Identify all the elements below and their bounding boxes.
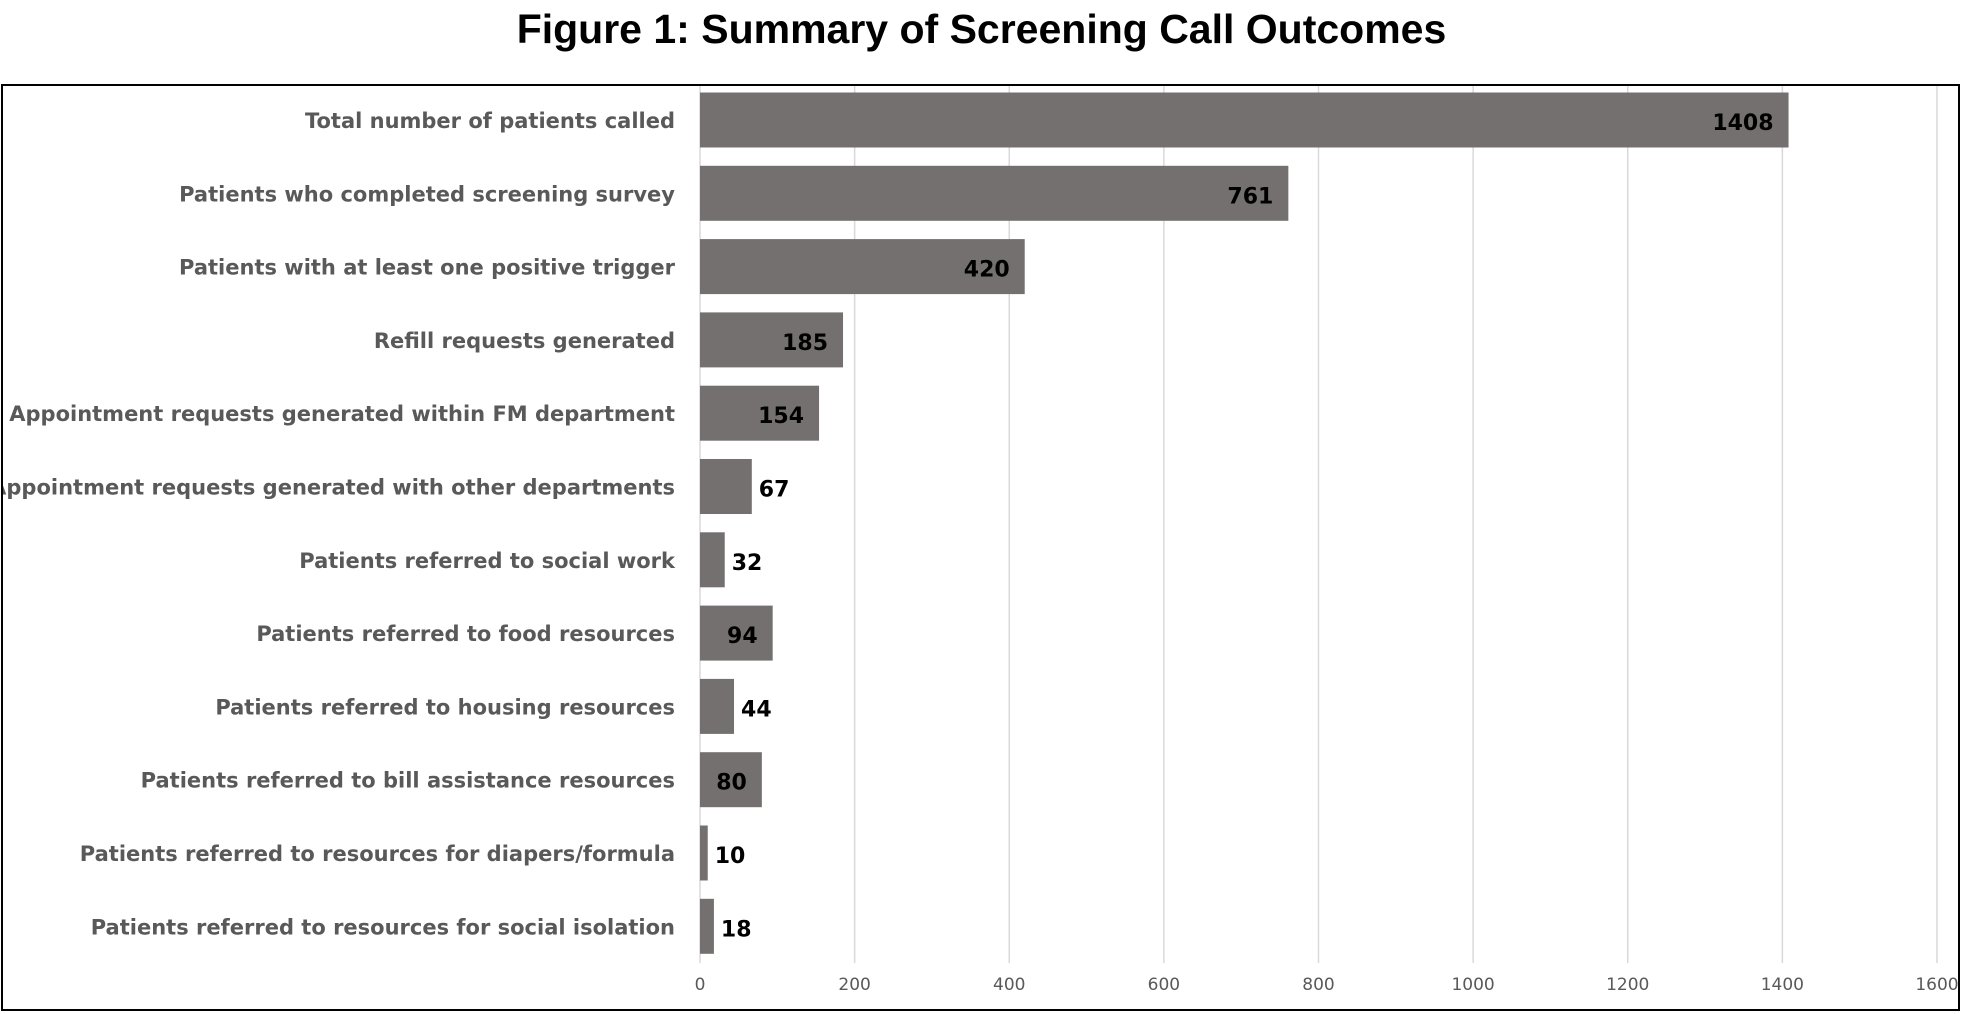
x-tick-label: 800 (1302, 975, 1334, 995)
bar (700, 678, 735, 734)
bar (700, 239, 1025, 295)
bar (700, 312, 844, 368)
x-tick-label: 600 (1148, 975, 1180, 995)
data-label: 32 (732, 551, 763, 576)
data-label: 420 (964, 258, 1010, 283)
gridlines (699, 86, 1938, 963)
chart-frame: 1408 761 420 185 154 67 32 94 44 80 10 18 Total num… (1, 84, 1960, 1011)
bar (700, 532, 725, 588)
x-tick-label: 0 (695, 975, 706, 995)
category-label: Patients referred to social work (299, 549, 676, 573)
bar (700, 459, 752, 514)
value-labels: 1408 761 420 185 154 67 32 94 44 80 10 18 (715, 111, 1774, 942)
x-tick-label: 1000 (1451, 975, 1494, 995)
data-label: 154 (758, 404, 804, 429)
data-label: 94 (727, 624, 758, 649)
bar (700, 605, 773, 661)
data-label: 67 (759, 478, 790, 503)
data-label: 1408 (1712, 111, 1773, 136)
x-tick-label: 1400 (1761, 975, 1804, 995)
bar (700, 825, 708, 881)
category-label: Patients referred to bill assistance res… (141, 769, 675, 793)
bar (700, 165, 1289, 221)
category-label: Appointment requests generated with othe… (3, 476, 675, 500)
category-label: Patients referred to resources for diape… (80, 842, 675, 866)
data-label: 80 (716, 771, 747, 796)
x-tick-label: 200 (838, 975, 870, 995)
data-label: 185 (782, 331, 828, 356)
data-label: 18 (721, 917, 752, 942)
category-label: Refill requests generated (374, 329, 675, 353)
bar (700, 92, 1789, 148)
bar (700, 385, 820, 441)
data-label: 44 (741, 697, 772, 722)
x-tick-label: 1600 (1915, 975, 1958, 995)
x-tick-label: 400 (993, 975, 1025, 995)
category-labels: Total number of patients called Patients … (3, 109, 676, 939)
data-label: 10 (715, 844, 746, 869)
category-label: Appointment requests generated within FM… (9, 402, 675, 426)
bar-chart: 1408 761 420 185 154 67 32 94 44 80 10 18 Total num… (3, 86, 1959, 995)
chart-title: Figure 1: Summary of Screening Call Outc… (516, 6, 1447, 52)
bar (700, 898, 714, 954)
category-label: Patients referred to food resources (256, 622, 675, 646)
bars (700, 92, 1789, 954)
category-label: Patients referred to resources for socia… (91, 915, 675, 939)
category-label: Patients with at least one positive trig… (179, 256, 676, 280)
x-tick-label: 1200 (1606, 975, 1649, 995)
category-label: Total number of patients called (305, 109, 675, 133)
data-label: 761 (1227, 184, 1273, 209)
x-axis-ticks: 0 200 400 600 800 1000 1200 1400 1600 (695, 975, 1959, 995)
category-label: Patients referred to housing resources (215, 695, 675, 719)
bar (700, 752, 762, 808)
category-label: Patients who completed screening survey (179, 182, 675, 206)
